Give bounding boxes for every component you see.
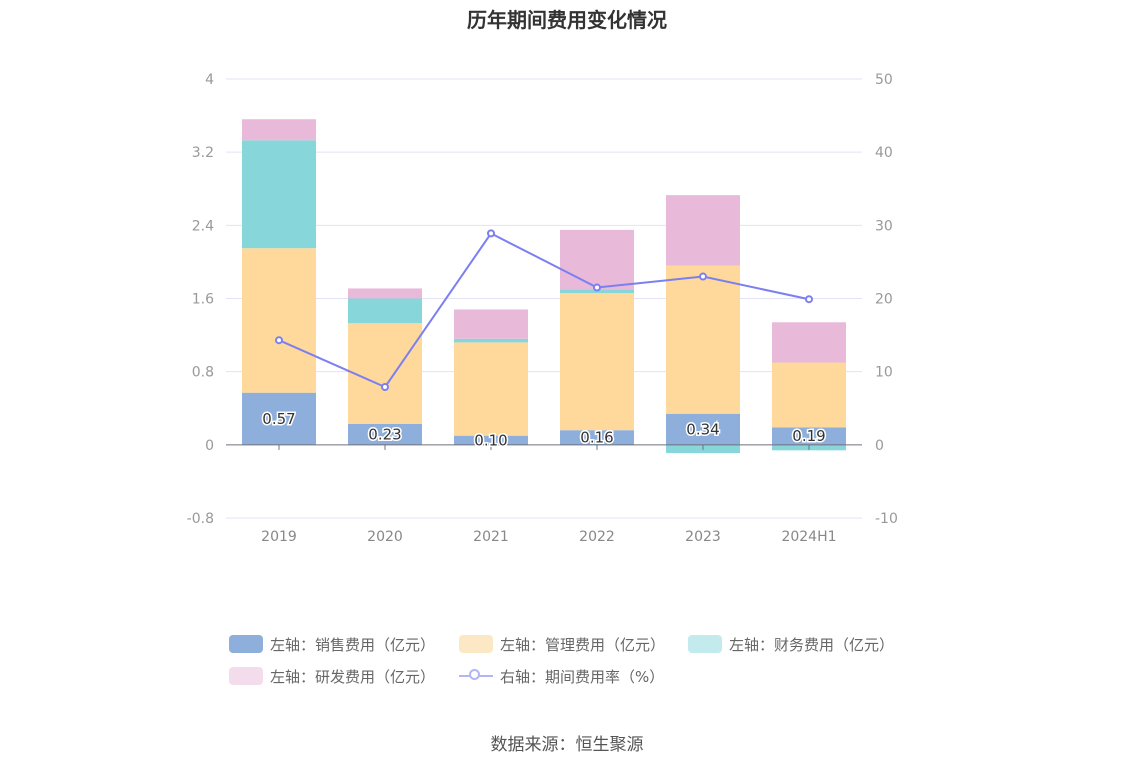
sales-data-label: 0.23 — [368, 425, 401, 443]
data-labels: 0.57 0.23 0.10 0.16 0.34 0.19 — [261, 408, 827, 450]
legend-label-sales: 左轴：销售费用（亿元） — [270, 635, 436, 654]
legend-label-finance: 左轴：财务费用（亿元） — [729, 635, 895, 654]
grid-lines — [226, 78, 862, 519]
bar-segment — [666, 195, 740, 266]
legend-swatch-finance — [688, 635, 722, 653]
legend-swatch-rate — [459, 667, 493, 685]
bar-segment — [454, 435, 528, 445]
rate-point — [275, 336, 283, 345]
right-axis-tick-label: 10 — [875, 365, 893, 381]
rate-point — [805, 295, 813, 304]
category-label: 2020 — [367, 529, 403, 545]
bar-segment — [242, 119, 316, 141]
left-axis-tick-label: 3.2 — [192, 145, 214, 161]
category-label: 2023 — [685, 529, 721, 545]
bar-segment — [348, 288, 422, 299]
bar-segment — [772, 362, 846, 428]
bar-segment — [348, 423, 422, 445]
bar-segment — [242, 248, 316, 393]
right-axis-tick-label: 50 — [875, 72, 893, 88]
axes: -0.8 0 0.8 1.6 2.4 3.2 4 -10 0 10 20 30 40 50 2019 2020… — [187, 72, 898, 545]
bar-segment — [560, 293, 634, 431]
legend-circle-icon — [469, 669, 480, 680]
rate-point — [381, 383, 389, 392]
bar-series — [242, 119, 846, 454]
rate-point — [699, 272, 707, 281]
legend-item-admin[interactable]: 左轴：管理费用（亿元） — [459, 632, 665, 656]
rate-point — [487, 229, 495, 238]
bar-segment — [454, 338, 528, 343]
right-axis-tick-label: 30 — [875, 218, 893, 234]
bar-segment — [666, 265, 740, 414]
rate-point — [593, 283, 601, 292]
bar-segment — [242, 392, 316, 445]
right-axis-tick-label: 20 — [875, 292, 893, 308]
bar-segment — [666, 413, 740, 445]
bar-segment — [560, 229, 634, 290]
legend-item-sales[interactable]: 左轴：销售费用（亿元） — [229, 632, 435, 656]
category-label: 2019 — [261, 529, 297, 545]
bar-segment — [454, 309, 528, 339]
left-axis-tick-label: 4 — [205, 72, 214, 88]
rate-line-series — [275, 229, 813, 392]
sales-data-label: 0.34 — [686, 420, 719, 438]
legend-item-finance[interactable]: 左轴：财务费用（亿元） — [688, 632, 894, 656]
right-axis-tick-label: -10 — [875, 511, 898, 527]
left-axis-tick-label: 2.4 — [192, 218, 214, 234]
left-axis-tick-label: -0.8 — [187, 511, 214, 527]
rate-line — [278, 232, 810, 389]
sales-data-label: 0.57 — [262, 410, 295, 428]
legend-label-admin: 左轴：管理费用（亿元） — [500, 635, 666, 654]
bar-segment — [348, 298, 422, 324]
left-axis-tick-label: 0.8 — [192, 365, 214, 381]
legend-item-rnd[interactable]: 左轴：研发费用（亿元） — [229, 664, 435, 688]
legend-swatch-sales — [229, 635, 263, 653]
bar-segment — [454, 342, 528, 436]
legend-label-rnd: 左轴：研发费用（亿元） — [270, 667, 436, 686]
legend-swatch-admin — [459, 635, 493, 653]
bar-segment — [772, 427, 846, 445]
left-axis-tick-label: 0 — [205, 438, 214, 454]
category-label: 2022 — [579, 529, 615, 545]
legend-label-rate: 右轴：期间费用率（%） — [500, 667, 665, 686]
right-axis-tick-label: 0 — [875, 438, 884, 454]
bar-segment — [242, 140, 316, 249]
chart-title: 历年期间费用变化情况 — [467, 8, 667, 32]
source-note: 数据来源：恒生聚源 — [490, 735, 644, 755]
bar-segment — [348, 323, 422, 424]
right-axis-tick-label: 40 — [875, 145, 893, 161]
left-axis-tick-label: 1.6 — [192, 292, 214, 308]
category-label: 2021 — [473, 529, 509, 545]
bar-segment — [560, 430, 634, 445]
category-label: 2024H1 — [781, 529, 836, 545]
sales-data-label: 0.16 — [580, 429, 613, 447]
sales-data-label: 0.10 — [474, 431, 507, 449]
sales-data-label: 0.19 — [792, 427, 825, 445]
legend-item-rate[interactable]: 右轴：期间费用率（%） — [459, 664, 664, 688]
bar-segment — [772, 322, 846, 363]
legend-swatch-rnd — [229, 667, 263, 685]
